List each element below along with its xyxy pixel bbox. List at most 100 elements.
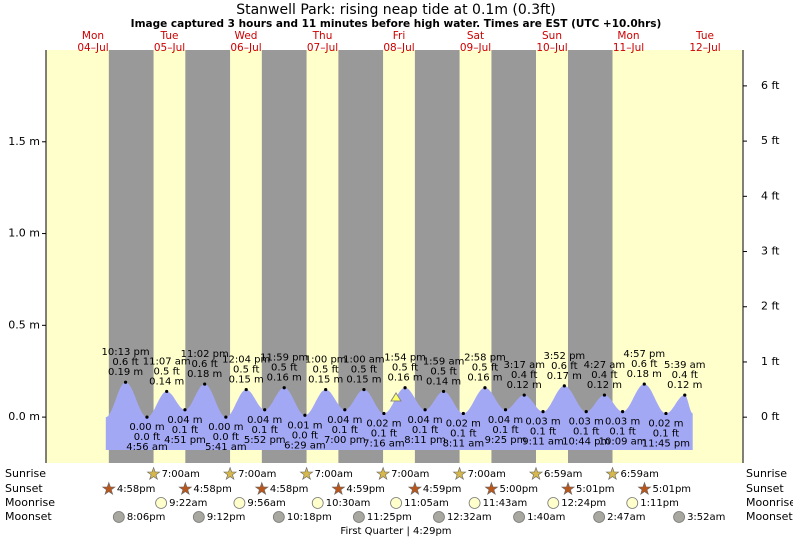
tide-label: 0.4 ft <box>672 370 698 381</box>
tide-label: 0.6 ft <box>112 357 138 368</box>
sun-icon <box>299 466 314 481</box>
tide-label: 0.5 ft <box>271 363 297 374</box>
tide-label: 0.14 m <box>426 376 461 387</box>
moon-icon <box>233 497 246 509</box>
tide-label: 0.16 m <box>387 373 422 384</box>
tide-point <box>541 410 545 414</box>
row-label: Sunrise <box>5 467 46 480</box>
date-label: 05–Jul <box>154 42 185 54</box>
y-tick-label: 0.5 m <box>8 318 40 331</box>
tide-label: 1:00 pm <box>305 355 347 366</box>
tide-label: 12:04 pm <box>222 355 270 366</box>
tide-label: 0.1 ft <box>172 425 198 436</box>
tide-label: 8:11 pm <box>404 435 446 446</box>
row-time: 1:40am <box>527 512 565 523</box>
row-time: 10:18pm <box>287 512 332 523</box>
row-time: 6:59am <box>544 469 582 480</box>
tide-point <box>621 410 625 414</box>
tide-label: 9:25 pm <box>485 435 527 446</box>
moon-icon <box>390 497 402 509</box>
tide-label: 0.00 m <box>129 422 164 433</box>
row-time: 12:32am <box>447 512 492 523</box>
tide-label: 0.1 ft <box>609 427 635 438</box>
y2-tick-label: 3 ft <box>761 245 780 258</box>
tide-label: 11:02 pm <box>181 349 229 360</box>
tide-label: 5:41 am <box>205 442 247 453</box>
tide-label: 0.0 ft <box>134 432 160 443</box>
tide-label: 0.01 m <box>287 420 322 431</box>
y-tick-label: 1.0 m <box>8 227 40 240</box>
tide-label: 4:27 am <box>584 360 626 371</box>
tide-label: 0.5 ft <box>430 366 456 377</box>
tide-point <box>183 408 187 412</box>
tide-label: 0.1 ft <box>412 425 438 436</box>
sun-icon <box>376 466 391 481</box>
tide-label: 0.1 ft <box>252 425 278 436</box>
sun-icon <box>223 466 238 481</box>
row-time: 12:24pm <box>561 498 606 509</box>
y-tick-label: 1.5 m <box>8 135 40 148</box>
current-marker <box>390 392 402 402</box>
tide-point <box>263 408 267 412</box>
row-label: Moonset <box>746 510 793 523</box>
row-time: 5:00pm <box>499 484 538 495</box>
night-band <box>491 50 537 463</box>
tide-label: 0.12 m <box>587 380 622 391</box>
y2-tick-label: 6 ft <box>761 79 780 92</box>
date-label: 07–Jul <box>307 42 338 54</box>
y2-tick-label: 1 ft <box>761 355 780 368</box>
tide-label: 7:16 am <box>363 438 405 449</box>
tide-label: 0.1 ft <box>653 428 679 439</box>
tide-point <box>165 389 169 394</box>
tide-label: 0.16 m <box>267 373 302 384</box>
tide-point <box>562 384 566 388</box>
tide-label: 5:52 pm <box>244 435 286 446</box>
tide-label: 0.04 m <box>407 415 442 426</box>
tide-label: 0.5 ft <box>351 365 377 376</box>
tide-point <box>423 408 427 412</box>
row-time: 4:59pm <box>423 484 462 495</box>
row-time: 6:59am <box>621 469 659 480</box>
row-time: 7:00am <box>162 469 200 480</box>
moon-icon <box>468 497 481 509</box>
row-time: 11:05am <box>404 498 449 509</box>
tide-label: 0.0 ft <box>292 430 318 441</box>
tide-label: 1:54 pm <box>384 353 426 364</box>
tide-point <box>362 387 366 392</box>
sun-icon <box>605 466 620 481</box>
day-label: Sun <box>542 30 562 42</box>
row-time: 7:00am <box>315 469 353 480</box>
sun-icon <box>146 466 161 481</box>
tide-point <box>203 382 207 386</box>
tide-label: 2:58 pm <box>464 353 506 364</box>
tide-point <box>683 393 687 397</box>
row-time: 4:59pm <box>346 484 385 495</box>
tide-label: 0.5 ft <box>154 366 180 377</box>
chart-subtitle: Image captured 3 hours and 11 minutes be… <box>131 18 662 30</box>
date-label: 09–Jul <box>460 42 491 54</box>
tide-label: 3:52 pm <box>543 351 585 362</box>
tide-point <box>584 410 588 414</box>
tide-label: 11:07 am <box>143 356 191 367</box>
moon-icon <box>547 497 560 509</box>
tide-label: 9:11 am <box>522 437 564 448</box>
day-label: Tue <box>160 30 179 42</box>
tide-label: 0.4 ft <box>591 370 617 381</box>
y2-tick-label: 0 ft <box>761 410 780 423</box>
tide-label: 3:17 am <box>503 360 545 371</box>
tide-label: 0.1 ft <box>530 427 556 438</box>
date-label: 08–Jul <box>383 42 414 54</box>
row-time: 2:47am <box>607 512 645 523</box>
moon-icon <box>352 511 365 523</box>
row-time: 9:56am <box>247 498 285 509</box>
tide-label: 0.1 ft <box>332 425 358 436</box>
row-time: 11:25pm <box>367 512 412 523</box>
row-label: Sunset <box>746 482 784 495</box>
chart-title: Stanwell Park: rising neap tide at 0.1m … <box>236 2 556 18</box>
tide-point <box>403 386 407 390</box>
tide-point <box>145 415 149 419</box>
tide-label: 0.04 m <box>327 415 362 426</box>
tide-label: 0.19 m <box>108 367 143 378</box>
day-label: Tue <box>695 30 714 42</box>
day-label: Wed <box>235 30 258 42</box>
